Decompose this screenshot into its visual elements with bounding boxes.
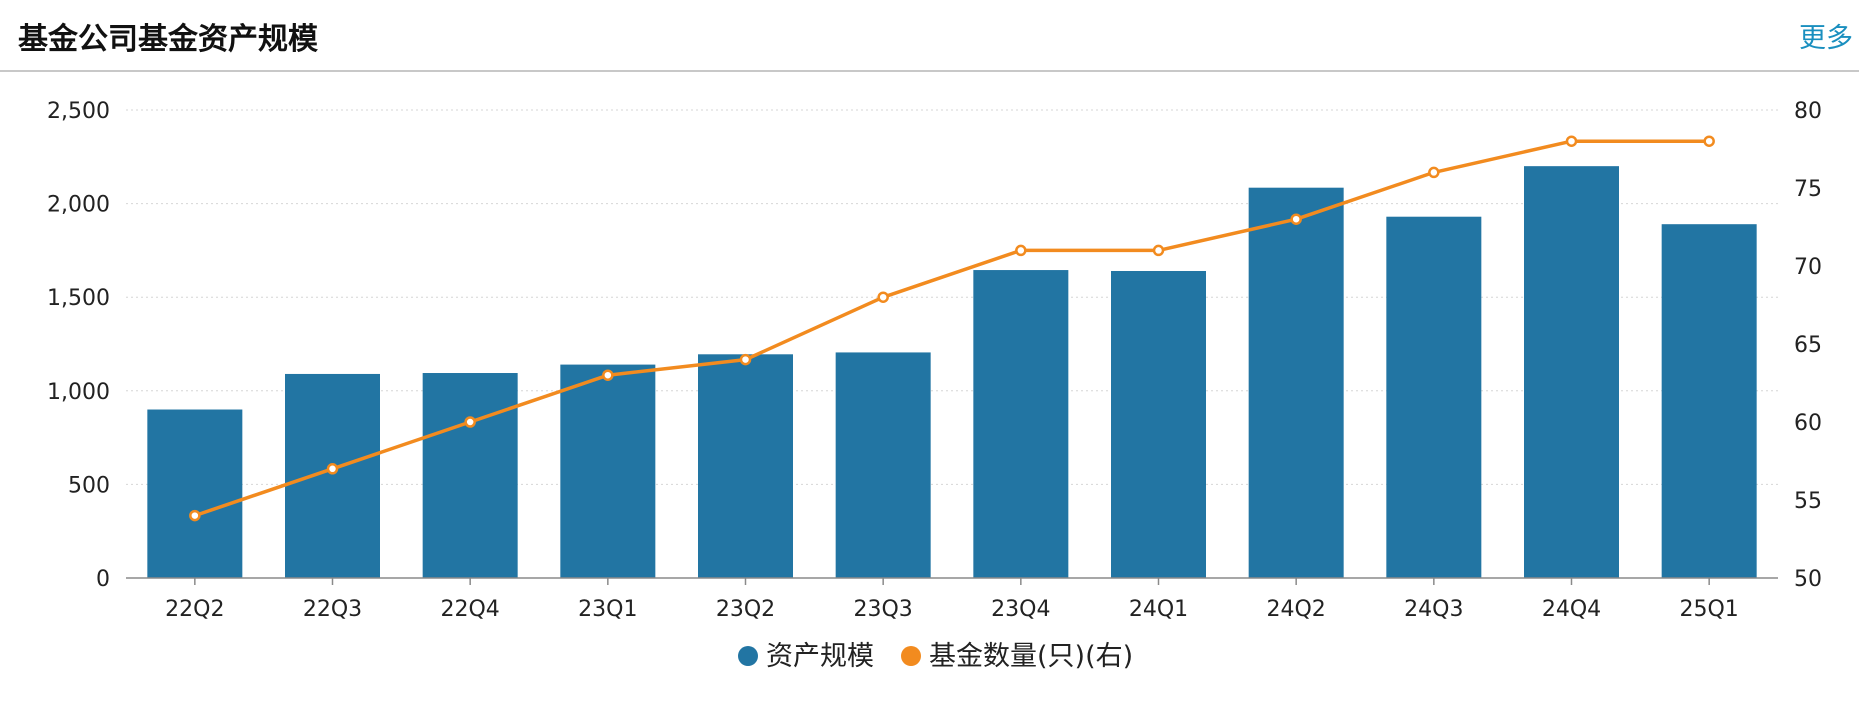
line-point[interactable] — [1015, 244, 1027, 257]
line-series-fund-count — [194, 139, 1710, 518]
x-tick-label: 24Q4 — [1542, 597, 1601, 622]
line-point[interactable] — [602, 369, 614, 381]
chart-title: 基金公司基金资产规模 — [18, 22, 318, 57]
line-point[interactable] — [739, 353, 752, 366]
legend-label-asset-size: 资产规模 — [766, 641, 874, 672]
legend-label-fund-count: 基金数量(只)(右) — [929, 641, 1133, 672]
x-tick-label: 23Q1 — [578, 597, 637, 622]
y-right-tick-label: 80 — [1794, 99, 1822, 124]
y-left-tick-label: 2,500 — [47, 99, 110, 124]
y-left-tick-label: 1,000 — [47, 380, 110, 405]
x-tick-label: 24Q2 — [1267, 597, 1326, 622]
x-tick-label: 23Q2 — [716, 597, 775, 622]
line-point[interactable] — [1565, 135, 1578, 147]
combo-chart: 0 500 1,000 1,500 2,000 2,500 50 55 60 65 70 75 80 22… — [47, 99, 1822, 672]
y-right-tick-label: 50 — [1794, 567, 1822, 592]
y-right-tick-label: 65 — [1794, 333, 1822, 358]
legend-swatch-asset-size — [738, 646, 758, 666]
x-tick-label: 22Q2 — [165, 597, 224, 622]
y-right-tick-label: 70 — [1794, 255, 1822, 280]
x-tick-label: 24Q1 — [1129, 597, 1188, 622]
line-point[interactable] — [1152, 244, 1165, 257]
x-tick-label: 22Q3 — [303, 597, 362, 622]
bar[interactable] — [1661, 224, 1757, 578]
x-tick-label: 22Q4 — [441, 597, 500, 622]
y-left-tick-label: 2,000 — [47, 193, 110, 218]
x-tick-label: 24Q3 — [1404, 597, 1463, 622]
y-left-tick-label: 0 — [96, 567, 110, 592]
line-point[interactable] — [464, 416, 476, 428]
bar[interactable] — [835, 352, 931, 578]
x-tick-label: 23Q4 — [991, 597, 1050, 622]
line-point[interactable] — [877, 291, 889, 303]
line-point[interactable] — [1703, 135, 1715, 147]
bar[interactable] — [1248, 187, 1344, 579]
bar[interactable] — [1386, 216, 1482, 579]
bar[interactable] — [285, 373, 380, 578]
y-right-tick-label: 55 — [1794, 489, 1822, 514]
legend-swatch-fund-count — [901, 646, 921, 666]
x-tick-label: 23Q3 — [854, 597, 913, 622]
y-right-tick-label: 60 — [1794, 411, 1822, 436]
bar[interactable] — [1111, 270, 1206, 578]
bar[interactable] — [422, 373, 518, 578]
more-link[interactable]: 更多 — [1799, 23, 1853, 54]
bar[interactable] — [973, 270, 1069, 578]
bar[interactable] — [147, 409, 243, 578]
y-left-tick-label: 500 — [68, 473, 110, 498]
bar[interactable] — [698, 354, 793, 578]
bar[interactable] — [1524, 166, 1619, 578]
line-point[interactable] — [1290, 213, 1302, 225]
y-left-tick-label: 1,500 — [47, 286, 110, 311]
bar[interactable] — [560, 364, 656, 578]
line-point[interactable] — [189, 509, 201, 522]
line-point[interactable] — [326, 463, 339, 475]
chart-header: 基金公司基金资产规模 更多 — [0, 0, 1859, 72]
x-tick-label: 25Q1 — [1680, 597, 1739, 622]
y-right-tick-label: 75 — [1794, 177, 1822, 202]
line-point[interactable] — [1428, 166, 1440, 179]
